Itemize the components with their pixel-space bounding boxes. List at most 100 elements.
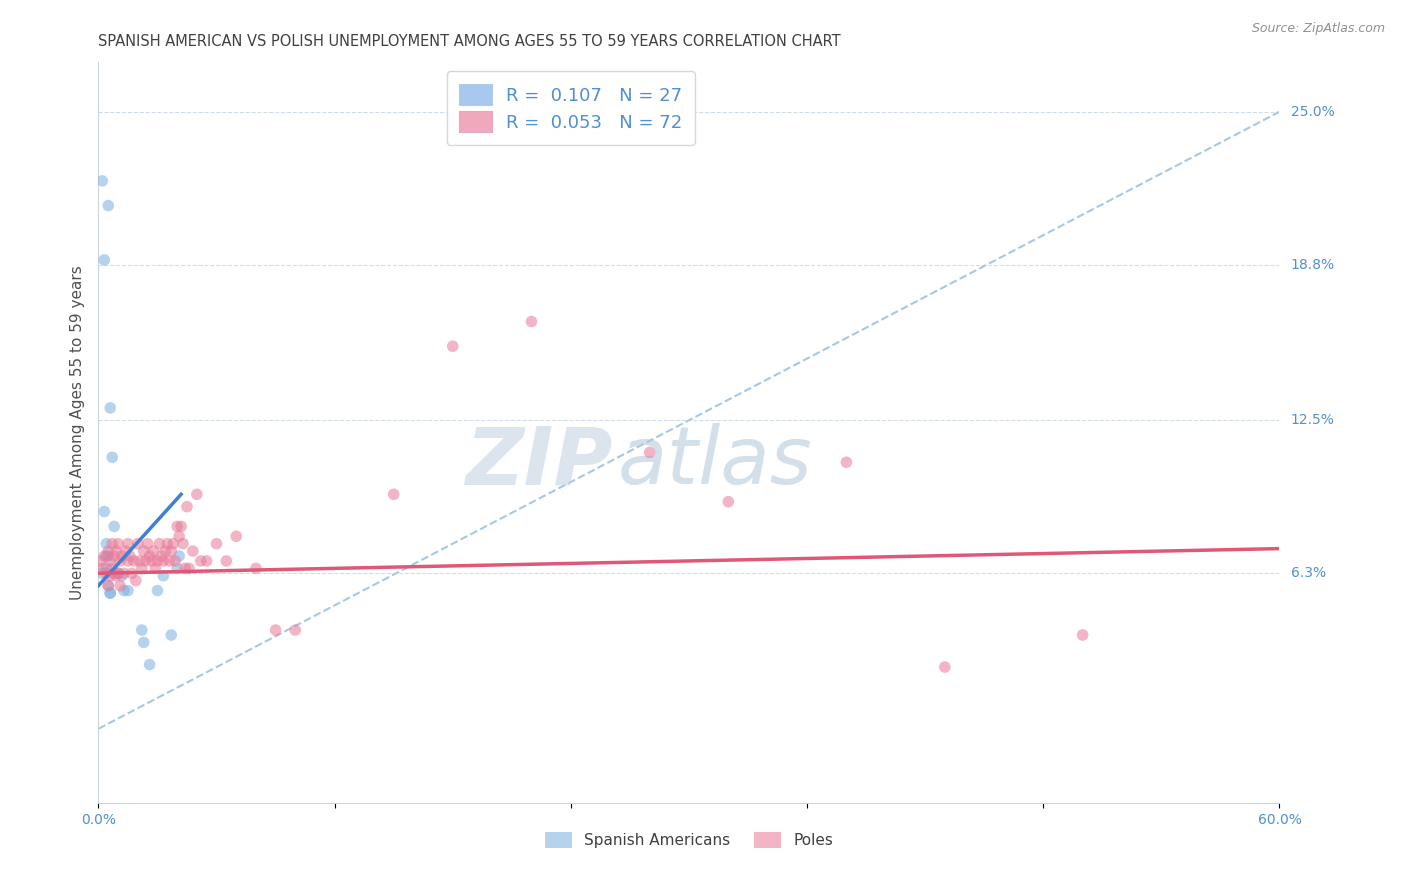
Point (717, 494, 740, 508)
Point (91, 174, 114, 188)
Point (264, 623, 287, 637)
Point (125, 574, 148, 588)
Point (146, 583, 169, 598)
Point (186, 487, 208, 501)
Legend: Spanish Americans, Poles: Spanish Americans, Poles (538, 826, 839, 855)
Point (97, 549, 120, 563)
Point (215, 554, 238, 568)
Point (152, 568, 174, 582)
Point (835, 455, 858, 469)
Point (441, 339, 464, 353)
Point (93, 505, 115, 519)
Point (107, 536, 129, 550)
Point (166, 561, 188, 575)
Point (118, 549, 141, 563)
Point (176, 500, 198, 514)
Point (103, 549, 125, 563)
Point (97, 198, 120, 212)
Point (98, 586, 121, 600)
Point (117, 536, 139, 550)
Point (101, 561, 124, 575)
Point (108, 554, 131, 568)
Point (122, 554, 145, 568)
Point (135, 554, 157, 568)
Point (146, 554, 169, 568)
Point (167, 549, 190, 563)
Point (132, 544, 155, 558)
Point (156, 536, 179, 550)
Point (101, 536, 124, 550)
Point (520, 315, 543, 329)
Point (195, 554, 218, 568)
Text: 12.5%: 12.5% (1291, 413, 1334, 427)
Point (97, 579, 120, 593)
Point (115, 544, 138, 558)
Point (138, 657, 160, 672)
Point (98, 554, 121, 568)
Point (112, 583, 135, 598)
Text: ZIP: ZIP (465, 423, 612, 501)
Point (97, 579, 120, 593)
Point (162, 536, 184, 550)
Point (111, 549, 134, 563)
Point (101, 450, 124, 465)
Point (150, 549, 173, 563)
Point (160, 628, 183, 642)
Point (934, 660, 956, 674)
Text: SPANISH AMERICAN VS POLISH UNEMPLOYMENT AMONG AGES 55 TO 59 YEARS CORRELATION CH: SPANISH AMERICAN VS POLISH UNEMPLOYMENT … (98, 34, 841, 49)
Point (131, 561, 153, 575)
Point (145, 561, 167, 575)
Point (174, 561, 197, 575)
Point (96, 561, 118, 575)
Point (225, 529, 247, 543)
Point (112, 566, 135, 581)
Point (138, 549, 160, 563)
Text: 25.0%: 25.0% (1291, 104, 1334, 119)
Point (245, 561, 267, 575)
Point (382, 487, 405, 501)
Point (205, 536, 228, 550)
Point (98, 568, 121, 582)
Point (103, 519, 125, 533)
Point (105, 544, 128, 558)
Point (93, 252, 115, 267)
Point (105, 568, 128, 582)
Point (121, 566, 143, 581)
Point (190, 554, 212, 568)
Text: 6.3%: 6.3% (1291, 566, 1326, 581)
Point (96, 566, 118, 581)
Point (148, 536, 170, 550)
Point (131, 623, 153, 637)
Point (117, 583, 139, 598)
Point (93, 549, 115, 563)
Point (177, 561, 200, 575)
Point (152, 554, 174, 568)
Point (638, 445, 661, 459)
Point (89, 554, 111, 568)
Point (128, 554, 150, 568)
Point (165, 554, 187, 568)
Text: Source: ZipAtlas.com: Source: ZipAtlas.com (1251, 22, 1385, 36)
Point (157, 554, 180, 568)
Point (111, 568, 134, 582)
Point (91, 566, 114, 581)
Point (107, 566, 129, 581)
Point (96, 549, 118, 563)
Point (170, 519, 193, 533)
Point (160, 544, 183, 558)
Point (1071, 628, 1094, 642)
Text: 18.8%: 18.8% (1291, 258, 1334, 272)
Point (117, 554, 139, 568)
Point (107, 566, 129, 581)
Point (136, 536, 159, 550)
Point (172, 536, 194, 550)
Point (167, 529, 190, 543)
Point (98, 401, 121, 415)
Point (284, 623, 307, 637)
Text: atlas: atlas (619, 423, 813, 501)
Point (181, 544, 204, 558)
Point (96, 536, 118, 550)
Y-axis label: Unemployment Among Ages 55 to 59 years: Unemployment Among Ages 55 to 59 years (69, 265, 84, 600)
Point (97, 544, 120, 558)
Point (132, 635, 155, 649)
